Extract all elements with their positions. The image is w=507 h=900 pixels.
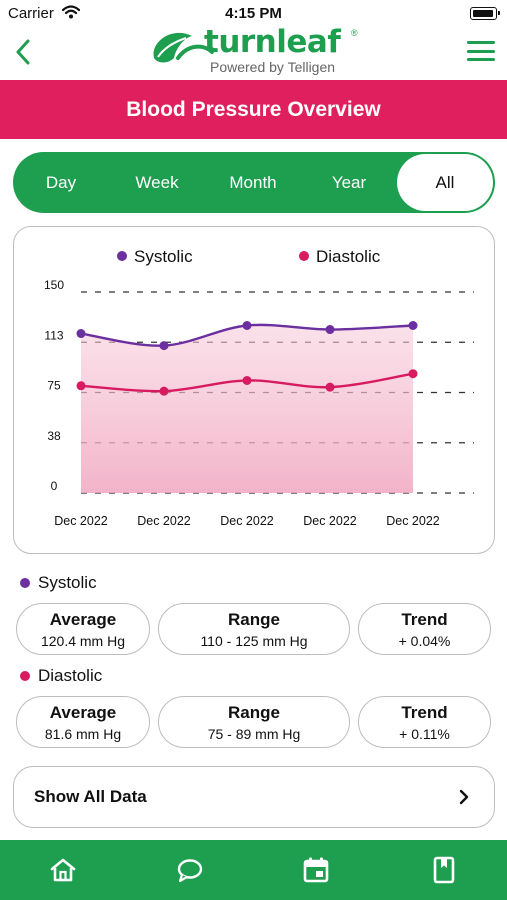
- diastolic-trend-card: Trend + 0.11%: [358, 696, 491, 748]
- y-tick-label: 113: [44, 328, 63, 342]
- stat-title: Trend: [401, 609, 448, 629]
- legend-label-diastolic: Diastolic: [316, 247, 381, 266]
- wifi-icon: [61, 5, 81, 23]
- systolic-data-point: [76, 329, 86, 339]
- systolic-trend-card: Trend + 0.04%: [358, 603, 491, 655]
- systolic-data-point: [159, 341, 169, 351]
- show-all-data-label: Show All Data: [34, 787, 147, 806]
- tab-week[interactable]: Week: [135, 172, 179, 192]
- status-bar: Carrier 4:15 PM: [0, 0, 507, 28]
- stat-title: Trend: [401, 702, 448, 722]
- systolic-data-point: [408, 321, 418, 330]
- chevron-left-icon: [16, 39, 30, 65]
- x-tick-label: Dec 2022: [303, 514, 357, 528]
- systolic-area-fill: [81, 324, 413, 493]
- app-header: turnleaf ® Powered by Telligen: [0, 24, 507, 80]
- y-tick-label: 38: [47, 429, 61, 443]
- legend-label-systolic: Systolic: [134, 247, 193, 266]
- legend-dot-diastolic: [299, 251, 309, 261]
- diastolic-average-value: 81.6 mm Hg: [44, 725, 122, 742]
- x-tick-label: Dec 2022: [54, 514, 108, 528]
- turnleaf-logo: turnleaf ® Powered by Telligen: [148, 24, 360, 78]
- home-icon: [50, 858, 76, 882]
- y-tick-label: 0: [51, 479, 58, 493]
- diastolic-range-value: 75 - 89 mm Hg: [207, 725, 301, 742]
- show-all-data-button[interactable]: Show All Data: [13, 766, 495, 828]
- stat-title: Range: [228, 702, 280, 722]
- diastolic-average-card: Average 81.6 mm Hg: [16, 696, 150, 748]
- stat-title: Range: [228, 609, 280, 629]
- hamburger-bar: [467, 41, 495, 44]
- tab-month[interactable]: Month: [229, 172, 277, 192]
- registered-mark: ®: [351, 28, 358, 38]
- battery-icon: [470, 7, 500, 20]
- x-tick-label: Dec 2022: [137, 514, 191, 528]
- systolic-data-point: [325, 325, 335, 335]
- diastolic-section-label: Diastolic: [20, 666, 102, 686]
- stat-title: Average: [49, 609, 117, 629]
- logo-tagline: Powered by Telligen: [210, 59, 336, 75]
- diastolic-data-point: [159, 386, 169, 396]
- hamburger-bar: [467, 49, 495, 53]
- carrier-label: Carrier: [8, 5, 54, 22]
- stat-title: Average: [49, 702, 117, 722]
- systolic-dot-icon: [20, 578, 30, 588]
- diastolic-data-point: [76, 381, 86, 391]
- calendar-icon: [303, 857, 329, 883]
- tab-day[interactable]: Day: [45, 172, 77, 192]
- chat-icon: [177, 859, 203, 883]
- blood-pressure-chart: Systolic Diastolic 150 113 75 38 0 Dec 2022 Dec …: [13, 226, 495, 554]
- bottom-tab-bar: [0, 840, 507, 900]
- logo-wordmark: turnleaf: [204, 24, 341, 60]
- systolic-section-label: Systolic: [20, 573, 97, 593]
- x-tick-label: Dec 2022: [220, 514, 274, 528]
- diastolic-data-point: [408, 369, 418, 379]
- systolic-average-card: Average 120.4 mm Hg: [16, 603, 150, 655]
- tab-home[interactable]: [23, 840, 103, 900]
- menu-button[interactable]: [467, 38, 495, 64]
- chart-svg: Systolic Diastolic 150 113 75 38 0 Dec 2022 Dec …: [44, 247, 474, 528]
- diastolic-label: Diastolic: [38, 666, 103, 685]
- hamburger-bar: [467, 58, 495, 61]
- tab-calendar[interactable]: [276, 840, 356, 900]
- systolic-range-card: Range 110 - 125 mm Hg: [158, 603, 350, 655]
- systolic-data-point: [242, 321, 252, 330]
- diastolic-trend-value: + 0.11%: [399, 725, 450, 742]
- y-tick-label: 75: [47, 379, 61, 393]
- tab-messages[interactable]: [150, 840, 230, 900]
- systolic-trend-value: + 0.04%: [398, 632, 451, 649]
- diastolic-dot-icon: [20, 671, 30, 681]
- systolic-range-value: 110 - 125 mm Hg: [200, 632, 308, 649]
- journal-icon: [433, 856, 455, 884]
- chevron-right-icon: [459, 789, 469, 805]
- legend-dot-systolic: [117, 251, 127, 261]
- page-title: Blood Pressure Overview: [0, 80, 507, 139]
- tab-year[interactable]: Year: [331, 172, 367, 192]
- tab-journal[interactable]: [404, 840, 484, 900]
- systolic-average-value: 120.4 mm Hg: [40, 632, 126, 649]
- diastolic-range-card: Range 75 - 89 mm Hg: [158, 696, 350, 748]
- systolic-label: Systolic: [38, 573, 97, 592]
- range-selector: Day Week Month Year All: [13, 152, 495, 213]
- tab-all[interactable]: All: [397, 154, 493, 211]
- diastolic-data-point: [242, 375, 252, 385]
- clock: 4:15 PM: [225, 5, 282, 22]
- leaf-logo-icon: [153, 32, 214, 63]
- y-tick-label: 150: [44, 278, 64, 292]
- back-button[interactable]: [8, 34, 38, 70]
- x-tick-label: Dec 2022: [386, 514, 440, 528]
- diastolic-data-point: [325, 382, 335, 392]
